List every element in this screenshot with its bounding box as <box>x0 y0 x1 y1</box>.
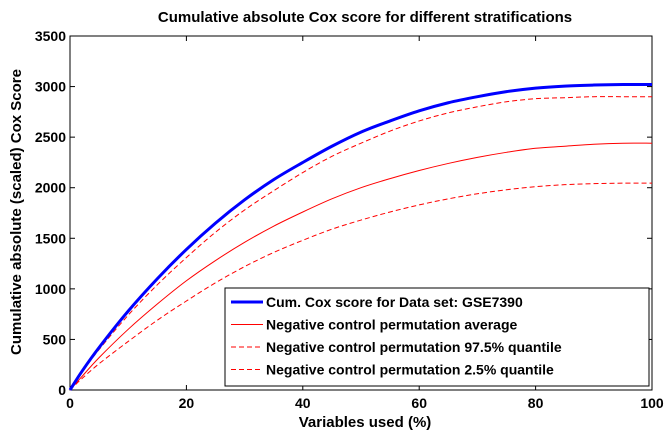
y-tick-label: 2500 <box>35 129 66 145</box>
legend-label-1: Negative control permutation average <box>266 317 518 333</box>
y-tick-label: 3000 <box>35 79 66 95</box>
y-tick-label: 500 <box>43 331 67 347</box>
x-tick-label: 80 <box>528 395 544 411</box>
x-axis-label: Variables used (%) <box>299 414 432 431</box>
y-tick-label: 2000 <box>35 180 66 196</box>
legend-box <box>224 287 650 387</box>
series-line-1 <box>69 142 653 391</box>
legend-label-2: Negative control permutation 97.5% quant… <box>266 339 562 355</box>
y-tick-label: 1000 <box>35 281 66 297</box>
y-tick-label: 0 <box>58 382 66 398</box>
chart-title: Cumulative absolute Cox score for differ… <box>158 9 572 26</box>
x-tick-label: 0 <box>66 395 74 411</box>
legend: Cum. Cox score for Data set: GSE7390 Nega… <box>224 287 650 387</box>
series-line-2 <box>69 96 652 391</box>
y-tick-label: 1500 <box>35 230 66 246</box>
x-tick-label: 20 <box>179 395 195 411</box>
legend-label-0: Cum. Cox score for Data set: GSE7390 <box>266 294 523 310</box>
x-tick-label: 40 <box>295 395 311 411</box>
x-tick-label: 60 <box>411 395 427 411</box>
plot-frame <box>69 35 653 391</box>
y-tick-label: 3500 <box>35 28 66 44</box>
series-line-0 <box>68 83 653 391</box>
series-line-3 <box>69 182 653 391</box>
legend-label-3: Negative control permutation 2.5% quanti… <box>266 362 554 378</box>
x-tick-label: 100 <box>640 395 664 411</box>
y-axis-label: Cumulative absolute (scaled) Cox Score <box>8 69 25 355</box>
